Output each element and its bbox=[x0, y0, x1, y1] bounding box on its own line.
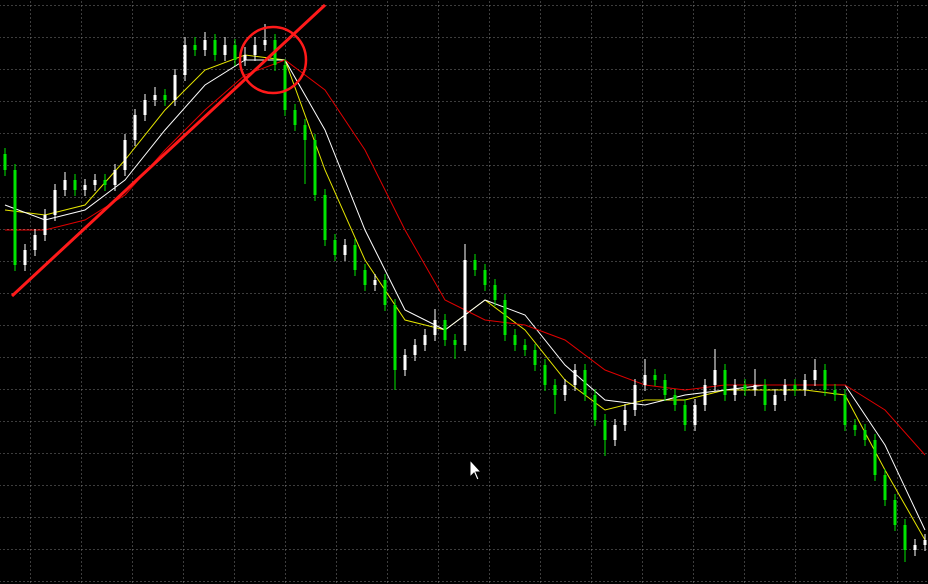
candle-body bbox=[703, 385, 707, 405]
candle-body bbox=[43, 215, 47, 235]
candle-body bbox=[673, 395, 677, 405]
candle-body bbox=[433, 320, 437, 335]
candle-body bbox=[923, 540, 927, 545]
candle-body bbox=[763, 385, 767, 405]
candle-body bbox=[793, 385, 797, 390]
trend-line bbox=[10, 3, 327, 298]
candle-body bbox=[863, 430, 867, 440]
candle-body bbox=[123, 140, 127, 170]
candle-body bbox=[153, 95, 157, 100]
candle-body bbox=[913, 545, 917, 550]
candle-body bbox=[613, 425, 617, 440]
candle-body bbox=[713, 370, 717, 385]
candle-body bbox=[813, 370, 817, 380]
candle-body bbox=[343, 245, 347, 255]
candle-body bbox=[553, 385, 557, 395]
candle-body bbox=[583, 370, 587, 395]
candle-body bbox=[383, 280, 387, 305]
candle-body bbox=[883, 475, 887, 500]
candle-body bbox=[733, 385, 737, 395]
candle-body bbox=[563, 385, 567, 395]
candle-body bbox=[73, 180, 77, 190]
candle-body bbox=[223, 45, 227, 55]
highlight-circle bbox=[238, 25, 308, 95]
mouse-cursor bbox=[469, 458, 483, 481]
candle-body bbox=[743, 385, 747, 390]
candle-body bbox=[63, 180, 67, 190]
candle-body bbox=[203, 40, 207, 50]
candle-body bbox=[753, 385, 757, 390]
candle-body bbox=[283, 65, 287, 110]
candle-body bbox=[363, 270, 367, 285]
candle-body bbox=[463, 260, 467, 345]
candle-body bbox=[843, 395, 847, 425]
candle-body bbox=[773, 395, 777, 405]
candle-body bbox=[103, 180, 107, 185]
candle-body bbox=[173, 75, 177, 100]
candle-body bbox=[413, 345, 417, 355]
candle-body bbox=[623, 410, 627, 425]
candle-body bbox=[403, 355, 407, 370]
candle-body bbox=[493, 285, 497, 300]
candle-body bbox=[683, 405, 687, 425]
candle-body bbox=[533, 350, 537, 365]
candle-body bbox=[653, 375, 657, 380]
candle-body bbox=[393, 305, 397, 370]
candle-body bbox=[333, 240, 337, 255]
candle-body bbox=[353, 245, 357, 270]
candle-body bbox=[163, 95, 167, 100]
candle-body bbox=[543, 365, 547, 385]
candle-body bbox=[903, 525, 907, 550]
candle-body bbox=[3, 154, 7, 170]
candle-body bbox=[823, 370, 827, 390]
candle-body bbox=[13, 170, 17, 265]
candle-body bbox=[263, 40, 267, 45]
candle-body bbox=[143, 100, 147, 115]
candle-body bbox=[503, 300, 507, 335]
candle-body bbox=[423, 335, 427, 345]
candle-body bbox=[873, 440, 877, 475]
candle-body bbox=[233, 45, 237, 60]
candle-body bbox=[253, 45, 257, 55]
candle-body bbox=[513, 335, 517, 345]
candle-body bbox=[663, 380, 667, 395]
candle-body bbox=[213, 40, 217, 55]
candle-body bbox=[303, 125, 307, 140]
candle-body bbox=[853, 425, 857, 430]
candle-body bbox=[33, 235, 37, 250]
candle-body bbox=[53, 190, 57, 215]
plot bbox=[3, 24, 927, 562]
candle-body bbox=[453, 340, 457, 345]
candle-body bbox=[643, 375, 647, 385]
candle-body bbox=[113, 170, 117, 185]
candle-body bbox=[83, 185, 87, 190]
candle-body bbox=[603, 420, 607, 440]
candle-body bbox=[443, 320, 447, 340]
candle-body bbox=[593, 395, 597, 420]
candle-body bbox=[93, 180, 97, 185]
candle-body bbox=[483, 270, 487, 285]
candle-body bbox=[373, 280, 377, 285]
candle-body bbox=[183, 45, 187, 75]
candle-body bbox=[833, 390, 837, 395]
candle-body bbox=[803, 380, 807, 390]
candle-body bbox=[193, 45, 197, 50]
candle-body bbox=[473, 260, 477, 270]
candle-body bbox=[313, 140, 317, 195]
candle-body bbox=[243, 55, 247, 60]
candle-body bbox=[633, 385, 637, 410]
candle-body bbox=[723, 370, 727, 395]
candle-body bbox=[783, 385, 787, 395]
candle-body bbox=[693, 405, 697, 425]
candle-body bbox=[573, 370, 577, 385]
candle-body bbox=[23, 250, 27, 265]
candle-body bbox=[293, 110, 297, 125]
candle-body bbox=[323, 195, 327, 240]
candle-body bbox=[523, 345, 527, 350]
candle-body bbox=[133, 115, 137, 140]
candle-body bbox=[893, 500, 897, 525]
